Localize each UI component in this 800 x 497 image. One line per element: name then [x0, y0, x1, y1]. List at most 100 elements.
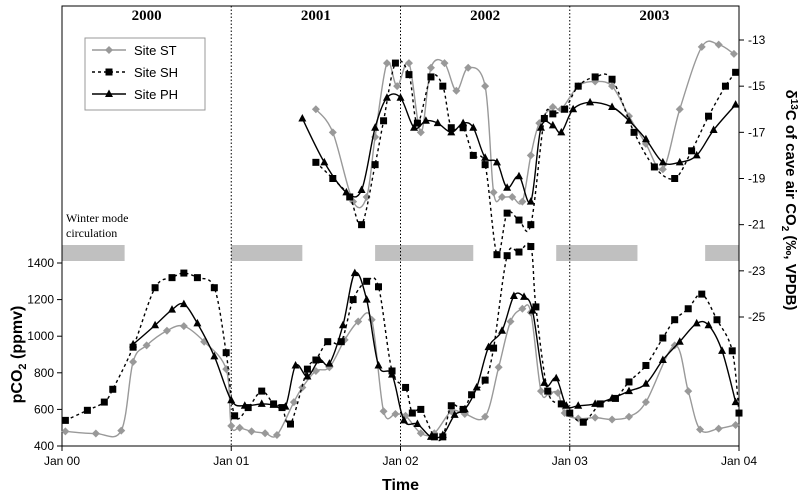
- d13c-point-sh: [493, 251, 501, 259]
- pco2-point-st: [641, 398, 650, 407]
- pco2-point-sh: [408, 409, 416, 417]
- pco2-point-sh: [303, 365, 311, 373]
- pco2-point-sh: [527, 243, 535, 251]
- pco2-point-ph: [718, 346, 727, 354]
- pco2-point-sh: [625, 378, 633, 386]
- d13c-point-st: [508, 192, 517, 201]
- pco2-point-ph: [528, 306, 537, 314]
- pco2-point-ph: [210, 351, 219, 360]
- pco2-point-sh: [180, 269, 188, 277]
- y-right-tick-label: -17: [748, 125, 766, 139]
- pco2-point-ph: [291, 360, 300, 369]
- d13c-point-st: [498, 192, 507, 201]
- pco2-point-sh: [713, 316, 721, 324]
- pco2-point-sh: [210, 284, 218, 292]
- pco2-point-ph: [574, 401, 583, 409]
- d13c-point-ph: [569, 104, 578, 113]
- d13c-point-st: [416, 128, 425, 137]
- d13c-point-sh: [721, 82, 729, 90]
- d13c-point-sh: [671, 175, 679, 182]
- pco2-point-st: [591, 413, 600, 422]
- pco2-point-ph: [388, 370, 397, 378]
- pco2-point-sh: [231, 412, 239, 420]
- pco2-point-sh: [447, 402, 455, 410]
- pco2-point-st: [261, 429, 270, 438]
- pco2-point-sh: [417, 405, 425, 413]
- d13c-point-st: [658, 165, 667, 174]
- pco2-point-ph: [257, 399, 266, 407]
- pco2-point-sh: [374, 283, 382, 291]
- year-label-2002: 2002: [470, 8, 500, 24]
- pco2-point-st: [117, 426, 126, 435]
- pco2-point-st: [536, 387, 545, 396]
- pco2-point-ph: [608, 393, 617, 402]
- pco2-point-ph: [624, 386, 633, 395]
- legend-label: Site PH: [134, 87, 178, 102]
- d13c-point-st: [518, 197, 527, 206]
- pco2-point-st: [391, 409, 400, 418]
- pco2-point-st: [367, 315, 376, 324]
- d13c-point-ph: [503, 183, 512, 191]
- x-axis-title: Time: [382, 477, 419, 494]
- pco2-point-ph: [552, 373, 561, 382]
- pco2-point-ph: [240, 401, 249, 409]
- pco2-point-ph: [374, 360, 383, 369]
- d13c-point-ph: [371, 123, 380, 131]
- legend-label: Site SH: [134, 65, 178, 80]
- y-left-tick-label: 400: [34, 439, 54, 453]
- d13c-point-ph: [320, 157, 329, 166]
- pco2-point-sh: [61, 416, 69, 424]
- pco2-point-ph: [704, 320, 713, 329]
- pco2-point-sh: [100, 398, 108, 406]
- d13c-point-sh: [503, 209, 511, 217]
- d13c-point-ph: [481, 153, 490, 161]
- y-left-axis-title: pCO2 (ppmv): [9, 306, 29, 404]
- pco2-point-st: [518, 304, 527, 313]
- d13c-point-sh: [371, 161, 379, 169]
- pco2-point-ph: [362, 295, 371, 303]
- winter-bar: [705, 245, 739, 261]
- pco2-point-ph: [562, 401, 571, 409]
- y-right-tick-label: -13: [748, 33, 766, 47]
- pco2-point-st: [714, 424, 723, 433]
- pco2-point-st: [379, 407, 388, 416]
- d13c-point-sh: [688, 147, 696, 155]
- legend-label: Site ST: [134, 43, 177, 58]
- pco2-point-st: [162, 326, 171, 335]
- pco2-point-sh: [566, 409, 574, 417]
- pco2-point-ph: [520, 292, 529, 300]
- pco2-point-ph: [413, 419, 422, 428]
- winter-bar: [62, 245, 125, 261]
- year-label-2001: 2001: [301, 8, 331, 24]
- year-divider-lines: [230, 6, 571, 446]
- winter-bars: [62, 245, 739, 261]
- pco2-point-st: [142, 341, 151, 350]
- annotation-line: circulation: [66, 226, 117, 240]
- d13c-point-st: [440, 59, 449, 68]
- pco2-point-st: [91, 429, 100, 438]
- pco2-point-ph: [692, 318, 701, 327]
- pco2-point-sh: [490, 344, 498, 352]
- pco2-point-st: [608, 415, 617, 424]
- pco2-point-sh: [659, 334, 667, 342]
- d13c-point-st: [697, 42, 706, 51]
- d13c-point-ph: [624, 116, 633, 124]
- d13c-point-ph: [641, 134, 650, 143]
- d13c-point-ph: [692, 150, 701, 159]
- pco2-point-sh: [222, 349, 230, 357]
- d13c-point-sh: [413, 119, 421, 127]
- pco2-point-st: [247, 427, 256, 436]
- d13c-point-ph: [548, 120, 557, 129]
- pco2-point-sh: [515, 248, 523, 256]
- d13c-point-ph: [298, 113, 307, 122]
- d13c-point-st: [481, 82, 490, 91]
- pco2-point-ph: [484, 342, 493, 351]
- year-label-2003: 2003: [639, 8, 669, 24]
- d13c-point-st: [311, 105, 320, 114]
- d13c-point-sh: [346, 193, 354, 201]
- d13c-point-sh: [358, 221, 366, 229]
- d13c-point-ph: [410, 123, 419, 131]
- d13c-point-ph: [675, 157, 684, 166]
- d13c-point-ph: [447, 127, 456, 136]
